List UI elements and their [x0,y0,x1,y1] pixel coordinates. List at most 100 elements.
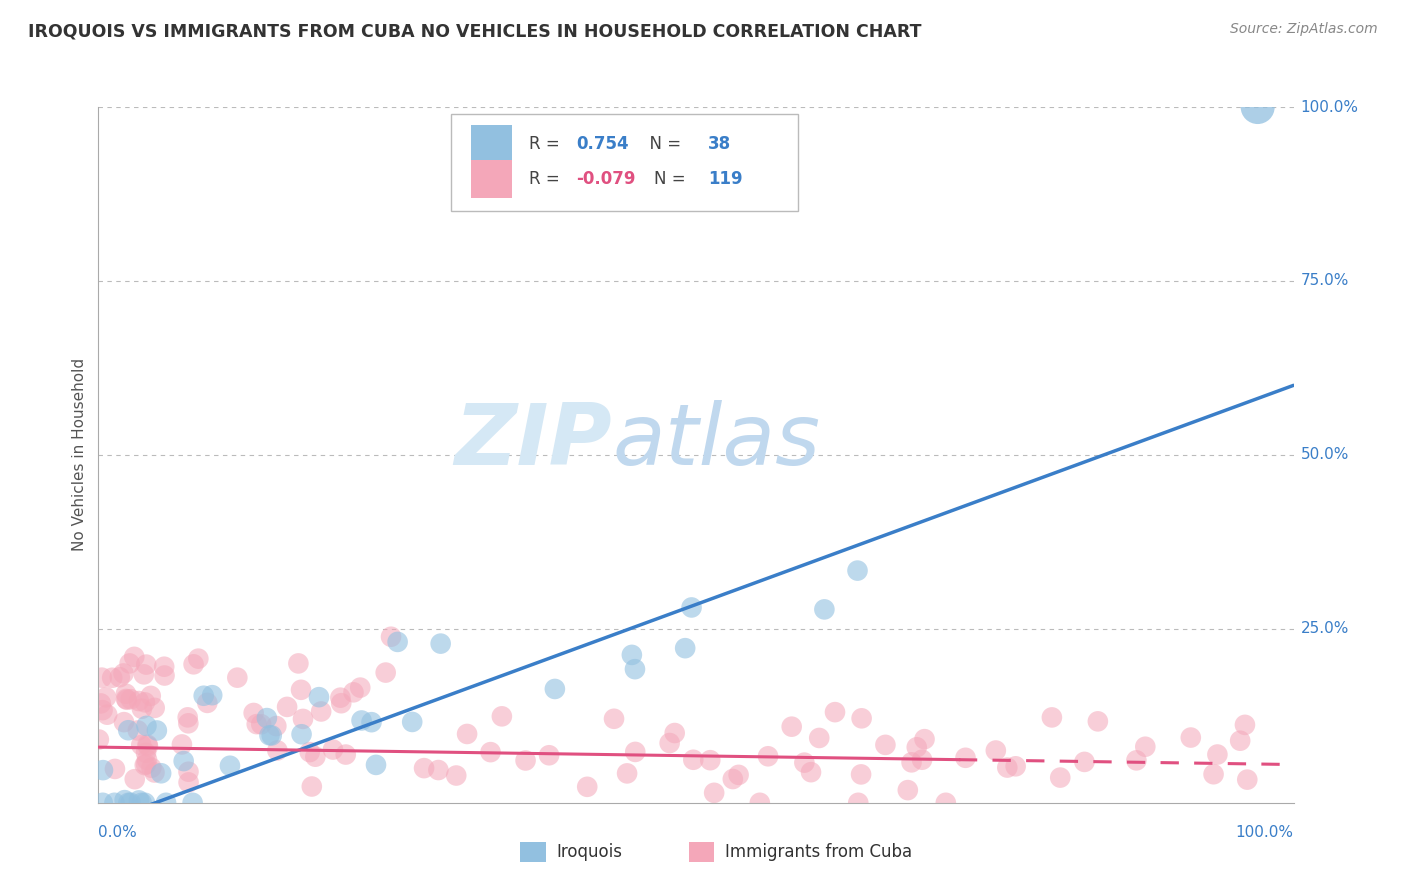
Point [515,754,537,768]
Point [136,753,159,767]
Point [330,696,353,710]
Text: Immigrants from Cuba: Immigrants from Cuba [725,843,912,861]
Point [115,692,138,706]
Text: R =: R = [529,135,565,153]
Point [914,732,936,747]
Point [114,793,136,807]
Point [1202,767,1225,781]
Point [143,765,166,780]
Point [226,671,249,685]
Point [793,756,815,770]
Point [360,715,382,730]
Point [112,715,135,730]
Text: -0.079: -0.079 [576,169,636,187]
Point [851,711,873,725]
Point [173,754,195,768]
Point [808,731,831,745]
Point [195,696,218,710]
Point [995,760,1018,774]
Point [150,766,173,780]
FancyBboxPatch shape [451,114,797,211]
Point [115,692,138,706]
Text: 38: 38 [709,135,731,153]
Point [387,635,409,649]
Point [135,719,157,733]
Point [91,763,114,777]
Point [134,758,156,772]
Text: Iroquois: Iroquois [557,843,623,861]
Point [136,738,159,752]
Point [266,743,288,757]
Point [129,738,152,752]
Point [90,671,112,685]
Point [266,719,288,733]
Point [146,723,169,738]
Text: atlas: atlas [612,400,820,483]
Point [104,762,127,776]
Point [127,723,149,738]
Point [91,796,114,810]
Point [115,687,138,701]
Point [201,688,224,702]
Text: N =: N = [654,169,690,187]
Point [87,732,110,747]
Point [134,695,156,709]
Point [112,666,135,681]
Point [1004,759,1026,773]
Point [170,738,193,752]
Point [259,728,281,742]
Point [846,796,869,810]
Point [103,796,125,810]
Point [256,711,278,725]
Point [139,689,162,703]
Point [538,748,561,763]
Point [350,714,373,728]
Point [117,796,139,810]
Text: 100.0%: 100.0% [1236,825,1294,840]
Point [1073,755,1095,769]
Point [875,738,897,752]
Point [276,699,298,714]
Point [155,796,177,810]
Text: IROQUOIS VS IMMIGRANTS FROM CUBA NO VEHICLES IN HOUSEHOLD CORRELATION CHART: IROQUOIS VS IMMIGRANTS FROM CUBA NO VEHI… [28,22,921,40]
Point [1125,753,1147,767]
Point [120,692,142,706]
Point [304,749,326,764]
Point [374,665,396,680]
Text: 119: 119 [709,169,742,187]
Point [219,758,242,772]
Point [290,727,312,741]
Point [177,716,200,731]
Point [727,768,749,782]
Point [153,659,176,673]
Point [322,742,344,756]
Point [96,707,118,722]
Point [800,765,823,780]
Point [413,761,436,775]
Point [824,705,846,719]
Point [681,600,703,615]
Point [380,630,402,644]
Point [131,702,153,716]
Point [1180,731,1202,745]
Point [94,690,117,705]
Point [177,710,200,724]
Point [1040,710,1063,724]
Point [143,701,166,715]
Point [479,745,502,759]
Point [91,703,114,717]
Point [128,694,150,708]
Text: 75.0%: 75.0% [1301,274,1348,288]
Point [616,766,638,780]
Point [246,717,269,731]
Point [813,602,835,616]
Point [187,651,209,665]
Point [658,736,681,750]
Point [135,757,157,772]
Text: 100.0%: 100.0% [1301,100,1358,114]
Point [309,705,332,719]
Point [427,763,450,777]
Y-axis label: No Vehicles in Household: No Vehicles in Household [72,359,87,551]
Point [242,706,264,720]
Point [135,657,157,672]
